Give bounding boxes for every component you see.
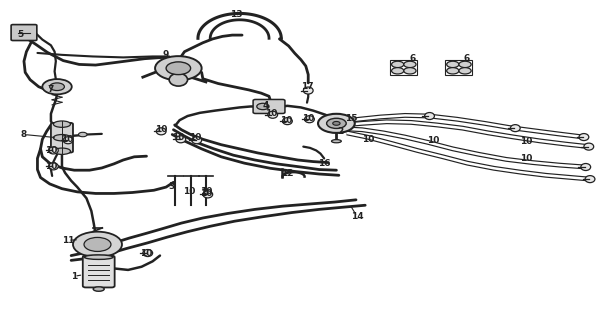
Text: 6: 6 [410, 53, 416, 62]
Circle shape [73, 232, 122, 257]
Ellipse shape [510, 124, 520, 132]
Circle shape [79, 132, 87, 137]
Text: 10: 10 [265, 109, 278, 118]
Text: 10: 10 [520, 137, 532, 146]
Text: 10: 10 [61, 135, 73, 144]
Text: 7: 7 [48, 85, 54, 94]
FancyBboxPatch shape [51, 123, 73, 153]
Text: 9: 9 [163, 50, 169, 59]
Text: 4: 4 [262, 101, 268, 110]
Text: 17: 17 [301, 82, 313, 91]
Ellipse shape [425, 113, 435, 120]
Text: 8: 8 [21, 130, 27, 139]
Text: 10: 10 [155, 125, 168, 134]
Ellipse shape [332, 140, 341, 143]
Circle shape [446, 61, 459, 68]
Ellipse shape [53, 148, 71, 155]
FancyBboxPatch shape [253, 100, 285, 114]
Ellipse shape [176, 136, 185, 143]
Text: 13: 13 [230, 10, 243, 19]
Ellipse shape [203, 191, 212, 198]
Ellipse shape [579, 133, 589, 140]
Ellipse shape [49, 163, 58, 170]
Circle shape [459, 61, 471, 68]
Text: 10: 10 [362, 135, 375, 144]
Text: 1: 1 [71, 272, 77, 281]
Circle shape [42, 79, 72, 94]
Circle shape [446, 68, 459, 74]
Ellipse shape [305, 116, 314, 123]
Circle shape [392, 61, 404, 68]
Text: 10: 10 [183, 188, 196, 196]
Ellipse shape [93, 287, 104, 291]
Text: 10: 10 [200, 188, 212, 196]
Ellipse shape [53, 121, 71, 127]
Bar [391, 60, 418, 75]
Ellipse shape [63, 137, 73, 144]
Ellipse shape [157, 128, 166, 135]
Ellipse shape [585, 176, 595, 183]
Text: 11: 11 [62, 236, 74, 245]
Ellipse shape [192, 137, 201, 144]
Circle shape [155, 56, 201, 80]
Ellipse shape [303, 87, 313, 94]
Ellipse shape [53, 134, 71, 141]
Circle shape [333, 122, 340, 125]
Text: 10: 10 [280, 116, 292, 125]
Text: 10: 10 [189, 133, 201, 142]
Circle shape [327, 118, 346, 128]
Text: 6: 6 [463, 53, 470, 62]
Ellipse shape [282, 118, 292, 124]
Text: 10: 10 [45, 162, 57, 171]
Ellipse shape [143, 250, 153, 257]
Text: 15: 15 [345, 114, 357, 123]
Circle shape [392, 68, 404, 74]
Text: 10: 10 [302, 114, 314, 123]
Text: 10: 10 [520, 154, 532, 163]
FancyBboxPatch shape [83, 256, 115, 287]
Circle shape [166, 62, 190, 75]
Circle shape [404, 68, 416, 74]
Ellipse shape [584, 143, 594, 150]
Ellipse shape [91, 255, 104, 259]
Ellipse shape [581, 164, 591, 171]
Text: 14: 14 [351, 212, 363, 221]
Text: 3: 3 [168, 182, 174, 191]
Ellipse shape [49, 147, 58, 154]
Text: 2: 2 [338, 127, 344, 136]
Ellipse shape [93, 260, 102, 263]
FancyBboxPatch shape [11, 25, 37, 41]
Text: 5: 5 [17, 30, 23, 39]
Text: 10: 10 [45, 146, 57, 155]
Text: 10: 10 [200, 189, 212, 198]
Ellipse shape [169, 73, 187, 86]
Ellipse shape [268, 111, 278, 118]
Circle shape [257, 103, 269, 110]
Ellipse shape [84, 255, 113, 260]
Text: 10: 10 [172, 133, 185, 142]
Circle shape [459, 68, 471, 74]
Circle shape [50, 83, 64, 91]
Circle shape [404, 61, 416, 68]
Circle shape [318, 114, 355, 133]
Text: 16: 16 [318, 159, 330, 168]
Bar [445, 60, 472, 75]
Text: 12: 12 [281, 169, 293, 178]
Text: 10: 10 [141, 249, 153, 258]
Text: 10: 10 [427, 136, 440, 145]
Circle shape [84, 237, 111, 252]
